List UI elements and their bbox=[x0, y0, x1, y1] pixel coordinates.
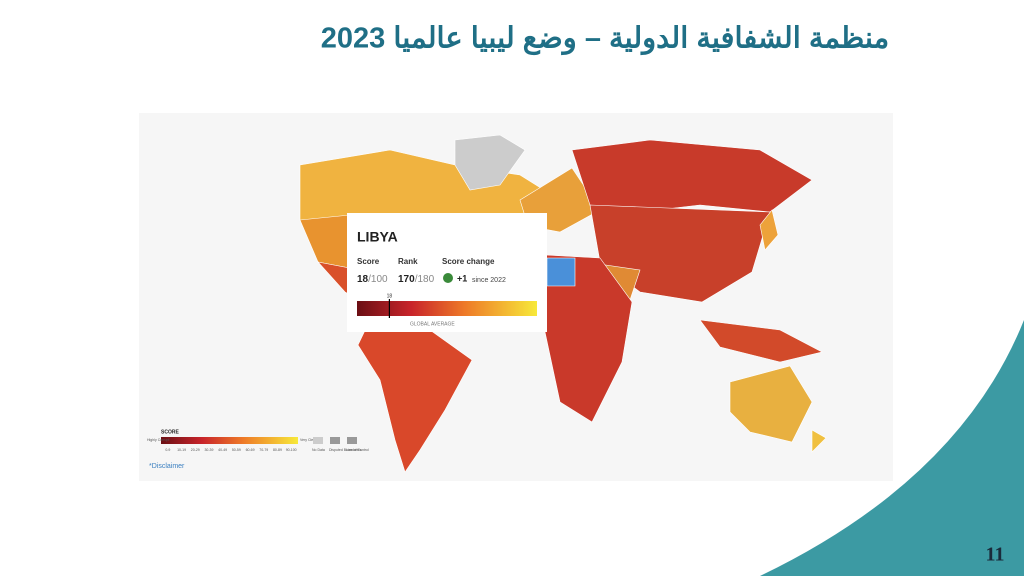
score-value: 18/100 bbox=[357, 274, 388, 285]
legend-title: SCORE bbox=[161, 429, 179, 435]
legend-range: 20-29 bbox=[191, 448, 200, 452]
disputed-label: Disputed Boundaries bbox=[329, 448, 362, 452]
legend-range: 10-19 bbox=[177, 448, 186, 452]
loc-label: Line of Control bbox=[346, 448, 369, 452]
slide-title: منظمة الشفافية الدولية – وضع ليبيا عالمي… bbox=[321, 23, 889, 56]
greenland bbox=[454, 134, 526, 191]
up-icon bbox=[443, 273, 453, 283]
legend-range: 40-49 bbox=[218, 448, 227, 452]
legend-range: 50-59 bbox=[232, 448, 241, 452]
decor-curve bbox=[760, 320, 1024, 576]
legend-range: 0-9 bbox=[165, 448, 170, 452]
score-marker-label: 18 bbox=[387, 293, 393, 299]
change-since: since 2022 bbox=[472, 277, 506, 284]
legend-range: 70-79 bbox=[259, 448, 268, 452]
disclaimer[interactable]: *Disclaimer bbox=[149, 463, 185, 470]
rank-value: 170/180 bbox=[398, 274, 435, 285]
australia bbox=[729, 365, 813, 443]
legend-bar bbox=[161, 437, 298, 444]
legend-range: 60-69 bbox=[246, 448, 255, 452]
change-label: Score change bbox=[442, 257, 495, 266]
score-label: Score bbox=[357, 257, 380, 266]
world-map bbox=[299, 134, 827, 473]
south-america bbox=[357, 319, 473, 473]
rank-label: Rank bbox=[398, 257, 418, 266]
legend-range: 80-89 bbox=[273, 448, 282, 452]
tooltip-country: LIBYA bbox=[357, 229, 398, 245]
libya bbox=[546, 257, 576, 287]
average-label: GLOBAL AVERAGE bbox=[410, 321, 455, 327]
legend-low: Highly Corrupt bbox=[147, 438, 169, 442]
score-bar bbox=[357, 301, 537, 316]
new-zealand bbox=[811, 429, 827, 453]
loc-swatch bbox=[347, 437, 357, 444]
change-value: +1 bbox=[457, 273, 467, 283]
disputed-swatch bbox=[330, 437, 340, 444]
legend-range: 30-39 bbox=[204, 448, 213, 452]
japan bbox=[759, 209, 779, 251]
legend-range: 90-100 bbox=[286, 448, 297, 452]
no-data-label: No Data bbox=[312, 448, 325, 452]
legend-high: Very Clean bbox=[300, 438, 317, 442]
southeast-asia bbox=[699, 319, 823, 363]
page-number: 11 bbox=[986, 544, 1005, 566]
no-data-swatch bbox=[313, 437, 323, 444]
